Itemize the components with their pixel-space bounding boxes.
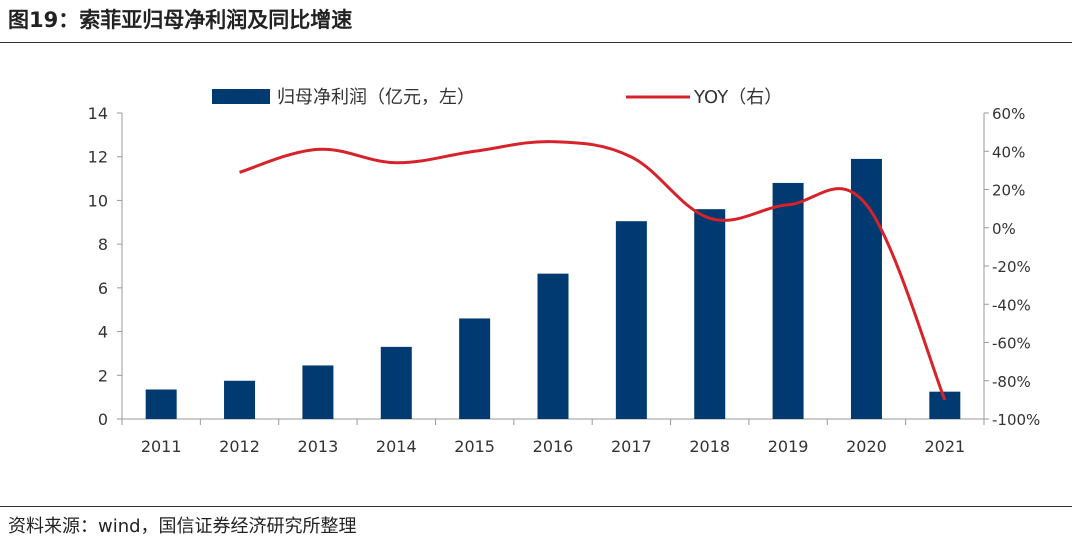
bar-2013 [302,365,334,419]
bar-2020 [850,158,882,419]
bar-2015 [459,318,491,419]
x-axis-tick-label: 2012 [219,437,260,456]
right-axis-tick-label: -100% [992,411,1040,429]
left-axis-tick-label: 6 [98,279,108,298]
left-axis-tick-label: 12 [88,148,108,167]
bar-2016 [537,273,569,419]
bar-2011 [145,389,177,419]
x-axis-tick-label: 2015 [454,437,495,456]
x-axis-tick-label: 2014 [376,437,417,456]
top-rule [0,42,1072,43]
legend-swatch-bar [212,89,270,104]
right-axis-tick-label: 20% [992,182,1025,200]
legend-label-line: YOY（右） [693,87,782,108]
x-axis-tick-label: 2018 [689,437,730,456]
left-axis-tick-label: 14 [88,104,108,123]
right-axis-tick-label: -60% [992,335,1031,353]
right-axis-tick-label: 0% [992,220,1016,238]
bar-2012 [224,380,256,419]
left-axis-tick-label: 10 [88,191,108,210]
x-axis-tick-label: 2016 [533,437,574,456]
right-axis-tick-label: 60% [992,105,1025,123]
right-axis-tick-label: -40% [992,296,1031,314]
x-axis-tick-label: 2013 [298,437,339,456]
chart: 0 2 4 6 8 10 12 14 -100% -80% -60% -40% -20% 0% 20% 40%… [88,87,1041,456]
bar-2017 [615,221,647,419]
bar-2019 [772,182,804,419]
right-axis-tick-label: -20% [992,258,1031,276]
source-note: 资料来源：wind，国信证券经济研究所整理 [8,516,357,537]
bottom-rule [0,506,1072,507]
x-axis-tick-label: 2020 [846,437,887,456]
bar-2018 [694,209,726,419]
left-axis-tick-label: 8 [98,235,108,254]
bar-2014 [380,346,412,419]
x-axis-tick-label: 2011 [141,437,182,456]
left-axis-tick-label: 0 [98,410,108,429]
yoy-line [239,140,947,401]
right-axis-tick-label: -80% [992,373,1031,391]
chart-title: 图19：索菲亚归母净利润及同比增速 [8,8,353,32]
left-axis-tick-label: 2 [98,366,108,385]
x-axis-tick-label: 2017 [611,437,652,456]
x-axis-tick-label: 2019 [768,437,809,456]
left-axis-tick-label: 4 [98,323,108,342]
right-axis-tick-label: 40% [992,143,1025,161]
x-axis-tick-label: 2021 [924,437,965,456]
legend-label-bar: 归母净利润（亿元，左） [277,87,475,108]
